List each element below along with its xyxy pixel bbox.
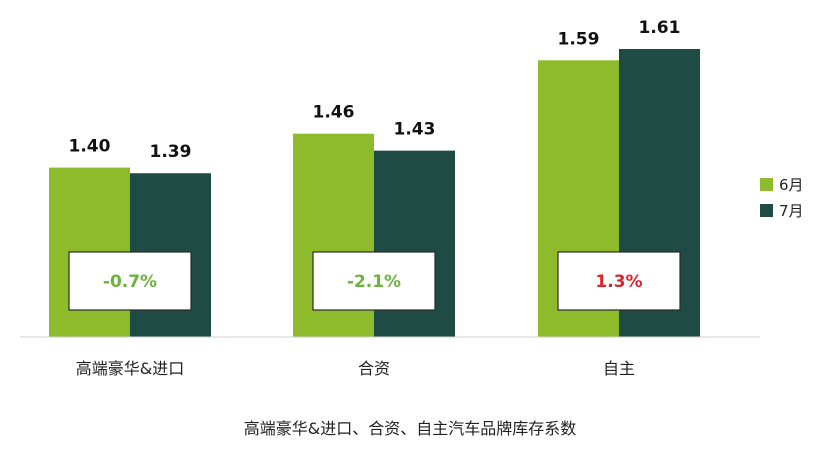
change-label-luxury-import: -0.7%: [103, 272, 157, 292]
legend-swatch-6-month: [760, 178, 773, 191]
change-label-joint-venture: -2.1%: [347, 272, 401, 292]
legend-label-6-month: 6月: [779, 176, 804, 194]
value-label-joint-venture-6-month: 1.46: [313, 103, 355, 123]
chart-title: 高端豪华&进口、合资、自主汽车品牌库存系数: [244, 419, 576, 438]
value-label-domestic-7-month: 1.61: [639, 18, 681, 38]
tick-labels-layer: 高端豪华&进口 合资 自主: [76, 359, 635, 378]
x-tick-label-luxury-import: 高端豪华&进口: [76, 359, 184, 378]
legend-swatch-7-month: [760, 204, 773, 217]
value-label-domestic-6-month: 1.59: [558, 29, 600, 49]
change-boxes-layer: -0.7% -2.1% 1.3%: [68, 251, 681, 311]
x-tick-label-domestic: 自主: [603, 359, 635, 378]
change-box-luxury-import: [68, 251, 192, 311]
change-box-joint-venture: [312, 251, 436, 311]
value-label-joint-venture-7-month: 1.43: [394, 120, 436, 140]
x-tick-label-joint-venture: 合资: [358, 359, 390, 378]
change-box-domestic: [557, 251, 681, 311]
legend-label-7-month: 7月: [779, 202, 804, 220]
value-label-luxury-import-7-month: 1.39: [150, 142, 192, 162]
change-label-domestic: 1.3%: [595, 272, 642, 292]
value-labels-layer: 1.40 1.46 1.59 1.39 1.43 1.61: [69, 18, 681, 162]
legend: 6月 7月: [760, 176, 804, 220]
value-label-luxury-import-6-month: 1.40: [69, 137, 111, 157]
